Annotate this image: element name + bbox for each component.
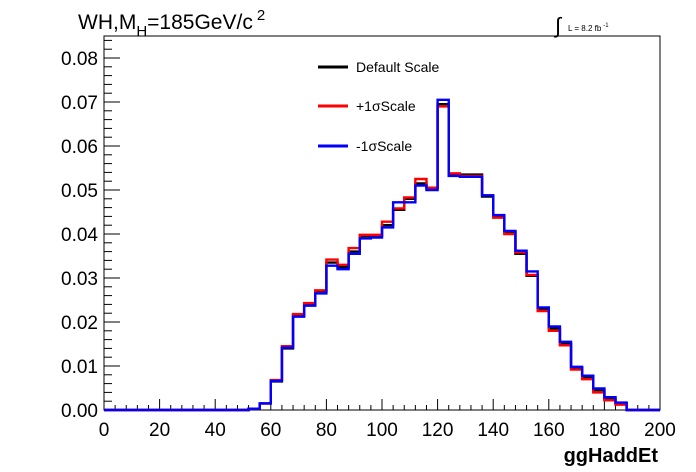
y-tick-label: 0.03 [61,269,98,290]
luminosity-unit-sup: -1 [603,23,609,29]
y-tick-label: 0.07 [61,93,98,114]
svg-text:L = 8.2 fb-1: L = 8.2 fb -1 [568,23,609,33]
x-tick-label: 80 [316,420,337,441]
x-axis-label: ggHaddEt [564,445,659,467]
y-tick-label: 0.01 [61,357,98,378]
x-tick-label: 100 [366,420,398,441]
x-tick-label: 160 [533,420,565,441]
x-tick-label: 200 [644,420,676,441]
x-tick-label: 60 [260,420,281,441]
legend-label: -1σScale [356,138,412,154]
series-line-3 [104,98,660,412]
integral-symbol: ∫ [553,13,563,38]
legend: Default Scale +1σScale -1σScale [318,59,439,154]
y-tick-label: 0.04 [61,225,98,246]
x-tick-label: 0 [99,420,110,441]
luminosity-text: L = 8.2 fb [568,24,602,33]
x-tick-label: 20 [149,420,170,441]
y-tick-label: 0.06 [61,137,98,158]
y-tick-label: 0.00 [61,401,98,422]
chart-title: WH,MH=185GeV/c 2 [78,7,265,40]
luminosity-label: ∫ L = 8.2 fb -1 [553,13,609,38]
x-tick-label: 140 [477,420,509,441]
legend-label: +1σScale [356,98,416,114]
legend-label: Default Scale [356,59,439,75]
series-layer [104,98,660,412]
axis-ticks [103,39,661,411]
x-tick-label: 180 [589,420,621,441]
y-tick-labels: 0.00 0.01 0.02 0.03 0.04 0.05 0.06 0.07 0.08 [61,49,98,422]
x-tick-label: 120 [422,420,454,441]
x-tick-labels: 0 20 40 60 80 100 120 140 160 180 200 [99,420,676,441]
y-tick-label: 0.08 [61,49,98,70]
y-tick-label: 0.02 [61,313,98,334]
x-tick-label: 40 [205,420,226,441]
y-tick-label: 0.05 [61,181,98,202]
